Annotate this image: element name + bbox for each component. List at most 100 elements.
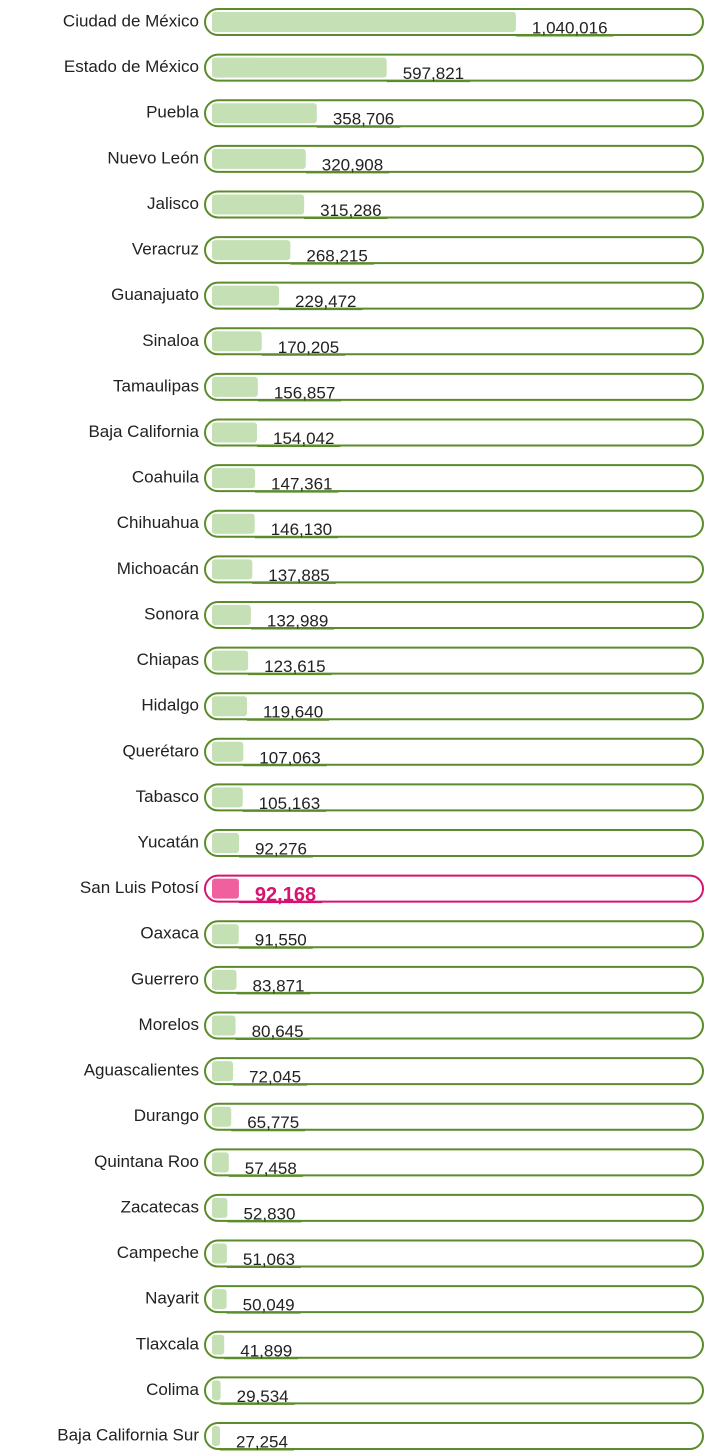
- bar: [212, 787, 243, 808]
- bar: [212, 604, 251, 625]
- value-label: 358,706: [333, 110, 394, 129]
- category-label: Durango: [134, 1106, 199, 1125]
- category-label: Baja California Sur: [57, 1425, 199, 1444]
- bar: [212, 468, 256, 489]
- value-label: 268,215: [306, 247, 367, 266]
- bar-track: [204, 874, 704, 903]
- bar-track: [204, 236, 704, 265]
- value-label: 107,063: [259, 748, 320, 767]
- value-label: 57,458: [245, 1159, 297, 1178]
- category-label: Guerrero: [131, 969, 199, 988]
- value-label: 119,640: [263, 703, 323, 722]
- category-label: Veracruz: [132, 240, 199, 259]
- bar: [212, 1380, 221, 1401]
- bar: [212, 331, 262, 352]
- bar: [212, 513, 255, 534]
- bar: [212, 1243, 227, 1264]
- value-label: 83,871: [253, 976, 305, 995]
- bar-track: [204, 737, 704, 766]
- bar: [212, 1106, 232, 1127]
- category-label: Tabasco: [136, 787, 199, 806]
- bar-track: [204, 1011, 704, 1040]
- bar-track: [204, 327, 704, 356]
- bar-track: [204, 1193, 704, 1222]
- value-label: 156,857: [274, 383, 335, 402]
- bar: [212, 1334, 225, 1355]
- value-label: 320,908: [322, 155, 383, 174]
- value-label: 50,049: [243, 1296, 295, 1315]
- value-label: 132,989: [267, 611, 328, 630]
- value-label: 170,205: [278, 338, 339, 357]
- category-label: Michoacán: [117, 559, 199, 578]
- bar: [212, 924, 239, 945]
- bar-track: [204, 646, 704, 675]
- bar-track: [204, 692, 704, 721]
- value-label: 41,899: [240, 1341, 292, 1360]
- value-label: 52,830: [243, 1204, 295, 1223]
- category-label: Yucatán: [138, 833, 199, 852]
- bar-track: [204, 829, 704, 858]
- value-label: 27,254: [236, 1432, 288, 1451]
- bar-track: [204, 1330, 704, 1359]
- category-label: Zacatecas: [121, 1197, 199, 1216]
- category-label: Baja California: [88, 422, 199, 441]
- value-label: 137,885: [268, 566, 329, 585]
- value-label: 1,040,016: [532, 18, 608, 37]
- category-label: Campeche: [117, 1243, 199, 1262]
- bar: [212, 1015, 236, 1036]
- category-label: Nuevo León: [107, 148, 199, 167]
- bar: [212, 103, 317, 124]
- bar-track: [204, 372, 704, 401]
- value-label: 146,130: [271, 520, 332, 539]
- category-label: Nayarit: [145, 1289, 199, 1308]
- value-label: 154,042: [273, 429, 334, 448]
- value-label: 105,163: [259, 794, 320, 813]
- bar: [212, 696, 247, 717]
- bar-track: [204, 1285, 704, 1314]
- value-label: 597,821: [403, 64, 464, 83]
- value-label: 147,361: [271, 475, 332, 494]
- bar: [212, 559, 253, 580]
- bar: [212, 650, 249, 671]
- category-label: Chiapas: [137, 650, 199, 669]
- value-label: 72,045: [249, 1068, 301, 1087]
- category-label: Hidalgo: [141, 696, 199, 715]
- bar-track: [204, 1376, 704, 1405]
- category-label: Morelos: [139, 1015, 199, 1034]
- category-label: Coahuila: [132, 468, 200, 487]
- bar-track: [204, 1422, 704, 1450]
- bar-track: [204, 965, 704, 994]
- bar-track: [204, 281, 704, 310]
- value-label: 29,534: [237, 1387, 289, 1406]
- bar: [212, 194, 305, 215]
- category-label: Querétaro: [122, 741, 199, 760]
- bar-track: [204, 1239, 704, 1268]
- bar: [212, 57, 387, 78]
- category-label: Quintana Roo: [94, 1152, 199, 1171]
- bar-track: [204, 418, 704, 447]
- category-label: Guanajuato: [111, 285, 199, 304]
- bar: [212, 878, 239, 899]
- bar: [212, 741, 244, 762]
- category-label: Oaxaca: [140, 924, 199, 943]
- bar-track: [204, 99, 704, 128]
- value-label: 91,550: [255, 931, 307, 950]
- value-label: 65,775: [247, 1113, 299, 1132]
- bar-track: [204, 920, 704, 949]
- bar-track: [204, 190, 704, 219]
- value-label: 123,615: [264, 657, 325, 676]
- category-label: Chihuahua: [117, 513, 200, 532]
- category-label: Puebla: [146, 103, 199, 122]
- bar: [212, 422, 258, 443]
- bar: [212, 1061, 234, 1082]
- bar-track: [204, 509, 704, 538]
- bar: [212, 833, 239, 854]
- category-label: Ciudad de México: [63, 11, 199, 30]
- bar: [212, 240, 291, 261]
- category-label: Colima: [146, 1380, 199, 1399]
- value-label: 229,472: [295, 292, 356, 311]
- bar: [212, 1197, 228, 1218]
- value-label: 92,168: [255, 884, 316, 906]
